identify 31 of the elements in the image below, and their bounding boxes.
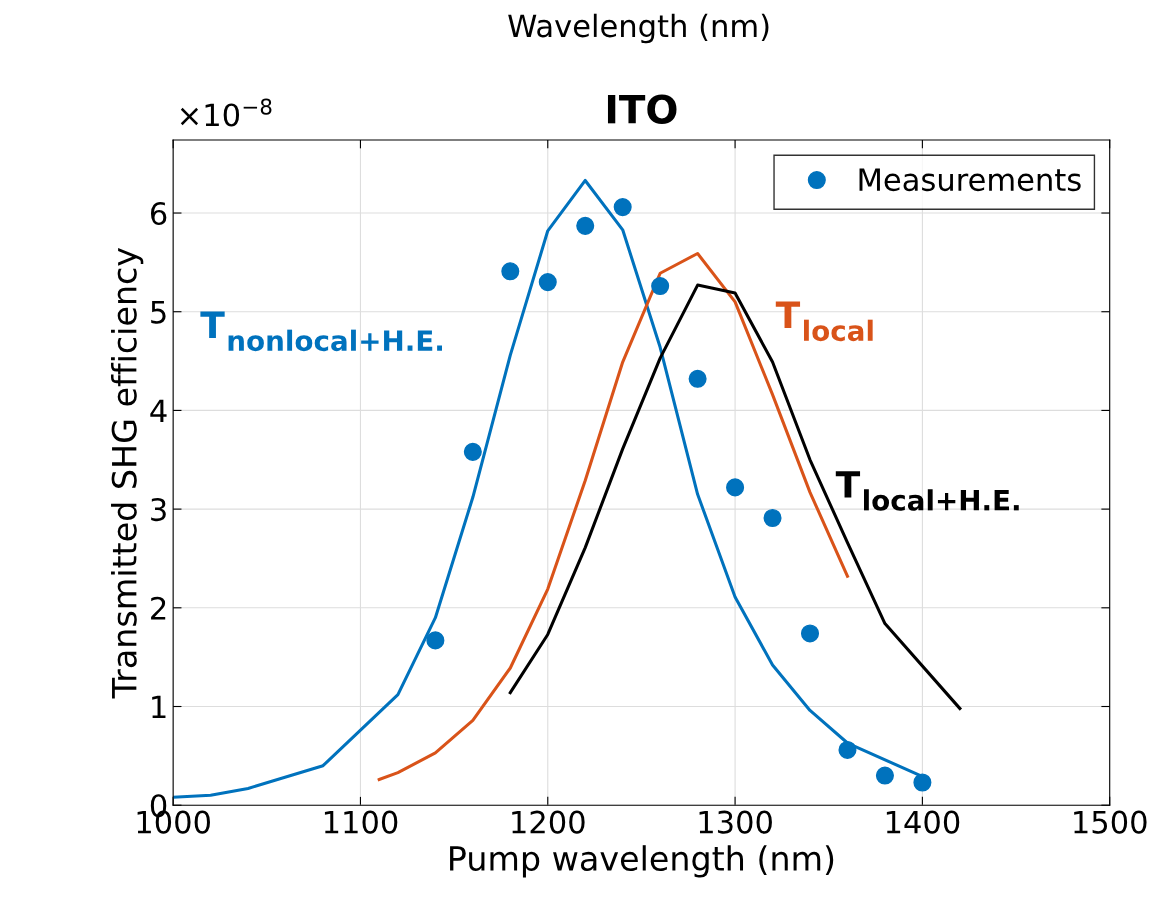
point <box>913 773 932 792</box>
point <box>576 216 595 235</box>
point <box>426 631 445 650</box>
point <box>800 624 820 643</box>
point <box>688 369 707 388</box>
y-tick-label: 5 <box>151 301 166 324</box>
point <box>501 262 520 281</box>
text: ×10$^{−8}$ <box>180 98 272 127</box>
point <box>726 478 745 497</box>
chart-title: ITO <box>607 94 677 124</box>
y-tick-label: 2 <box>151 596 166 620</box>
x-tick-label: 1500 <box>1074 810 1147 834</box>
y-tick-label: 1 <box>152 695 166 719</box>
y-tick-label: 6 <box>150 201 167 226</box>
x-tick-label: 1100 <box>324 810 398 834</box>
legend-label: Measurements <box>859 168 1081 192</box>
y-tick-label: 3 <box>151 498 166 522</box>
text: Wavelength (nm) <box>508 13 769 44</box>
x-tick-label: 1400 <box>886 810 960 834</box>
x-tick-label: 1200 <box>512 810 585 834</box>
point <box>463 442 482 461</box>
point <box>651 277 670 296</box>
x-axis-title: Pump wavelength (nm) <box>450 845 834 878</box>
point <box>838 740 857 759</box>
y-tick-label: 4 <box>150 399 167 423</box>
point <box>875 766 894 785</box>
point <box>763 508 782 528</box>
point <box>538 273 557 292</box>
x-tick-label: 1300 <box>699 810 772 834</box>
point <box>613 198 632 217</box>
y-axis-title: Transmitted SHG efficiency <box>111 247 144 699</box>
